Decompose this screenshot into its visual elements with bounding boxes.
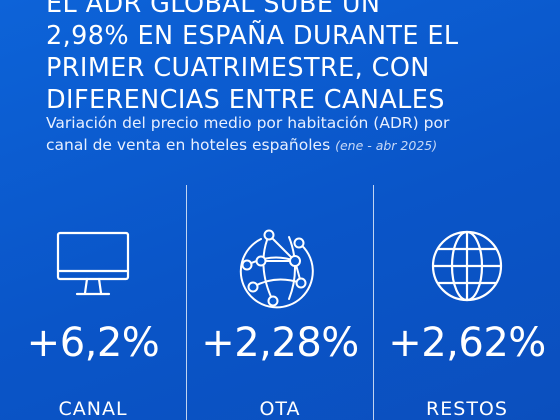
column-divider-1	[186, 185, 187, 420]
subtitle-line-2-text: canal de venta en hoteles españoles	[46, 136, 331, 154]
subtitle-line-2: canal de venta en hoteles españoles (ene…	[46, 134, 526, 157]
globe-icon	[428, 227, 506, 310]
column-divider-2	[373, 185, 374, 420]
subtitle-line-1: Variación del precio medio por habitació…	[46, 114, 450, 132]
desktop-monitor-icon	[55, 227, 131, 308]
subtitle: Variación del precio medio por habitació…	[46, 112, 526, 157]
headline: EL ADR GLOBAL SUBE UN 2,98% EN ESPAÑA DU…	[46, 0, 536, 116]
channel-label: RESTOS	[426, 398, 508, 420]
channel-label: CANAL	[58, 398, 128, 420]
channel-card-direct: +6,2% CANAL	[0, 185, 186, 420]
network-globe-icon	[239, 227, 321, 314]
channel-card-others: +2,62% RESTOS	[374, 185, 560, 420]
channel-card-ota: +2,28% OTA	[187, 185, 373, 420]
subtitle-period: (ene - abr 2025)	[335, 138, 438, 153]
headline-line-1: EL ADR GLOBAL SUBE UN	[46, 0, 381, 19]
channel-value: +2,28%	[201, 320, 359, 366]
channel-value: +6,2%	[26, 320, 160, 366]
headline-line-2: 2,98% EN ESPAÑA DURANTE EL	[46, 21, 459, 51]
channel-label: OTA	[259, 398, 301, 420]
channel-value: +2,62%	[388, 320, 546, 366]
headline-line-3: PRIMER CUATRIMESTRE, CON	[46, 53, 430, 83]
headline-line-4: DIFERENCIAS ENTRE CANALES	[46, 85, 445, 115]
